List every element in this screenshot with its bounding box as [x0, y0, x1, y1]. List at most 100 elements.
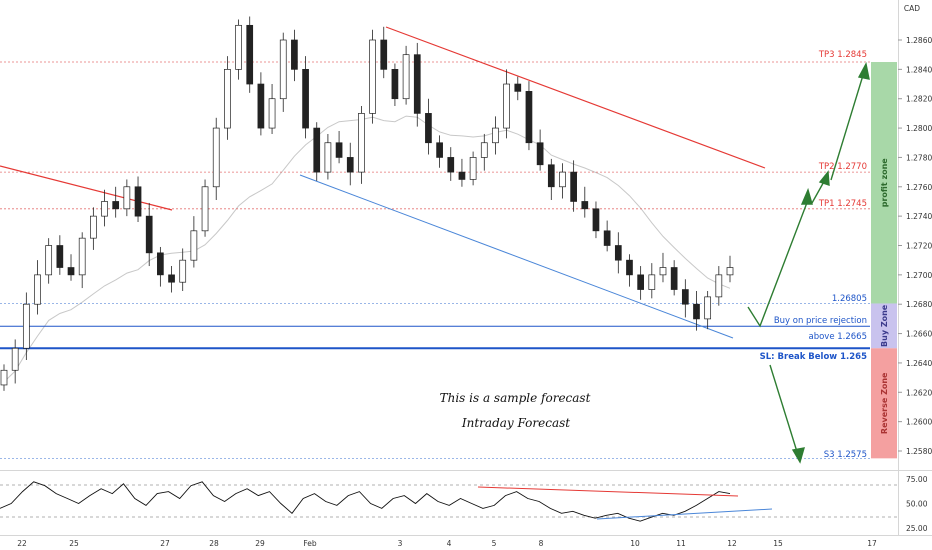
candle-body — [704, 296, 712, 320]
candle-body — [436, 142, 443, 158]
sl-label: SL: Break Below 1.265 — [760, 352, 867, 362]
price-tick-label: 1.2620 — [906, 388, 932, 397]
candle-body — [324, 142, 332, 173]
tp1-label: TP1 1.2745 — [818, 199, 867, 209]
candle-body — [659, 267, 667, 276]
candle-body — [469, 157, 477, 180]
candle-body — [134, 186, 142, 217]
rsi-support — [596, 508, 773, 520]
rsi-tick-label: 75.00 — [906, 475, 928, 484]
level-lines — [0, 61, 870, 459]
candle-body — [212, 127, 220, 188]
candle-body — [648, 274, 656, 290]
arrow-head-down — [791, 447, 805, 464]
arrow-tp3 — [830, 71, 865, 181]
caption-intraday: Intraday Forecast — [461, 416, 570, 430]
arrow-head-tp2 — [818, 170, 830, 186]
tp2-label: TP2 1.2770 — [818, 162, 867, 172]
candle-body — [190, 230, 198, 261]
candle-body — [157, 252, 164, 276]
candle-body — [179, 259, 187, 283]
candle-body — [90, 215, 97, 239]
candle-body — [681, 289, 689, 305]
candle-body — [480, 142, 488, 158]
candle-body — [279, 39, 287, 100]
zone-label: profit zone — [880, 158, 889, 208]
time-tick-label: 3 — [398, 539, 403, 548]
candle-body — [603, 230, 611, 246]
candle-body — [447, 157, 455, 173]
candle-body — [536, 142, 544, 166]
arrow-head-tp1 — [800, 187, 813, 205]
time-tick-label: 10 — [630, 539, 640, 548]
price-tick-label: 1.2800 — [906, 124, 932, 133]
zone-profit-zone — [871, 62, 897, 304]
price-tick-label: 1.2820 — [906, 95, 932, 104]
candle-body — [145, 215, 153, 254]
forecast-arrows — [747, 61, 870, 464]
candle-body — [559, 171, 566, 188]
time-tick-label: 25 — [69, 539, 79, 548]
candle-body — [413, 54, 421, 114]
candle-body — [346, 157, 354, 173]
candle-body — [67, 267, 75, 276]
candle-body — [592, 208, 600, 232]
s3-label: S3 1.2575 — [824, 450, 867, 460]
price-tick-label: 1.2700 — [906, 271, 932, 280]
candle-body — [11, 347, 19, 371]
candle-body — [78, 237, 86, 276]
time-tick-label: 29 — [255, 539, 265, 548]
time-tick-label: 8 — [539, 539, 544, 548]
arrow-head-tp3 — [857, 61, 870, 80]
candle-body — [503, 83, 510, 129]
candle-body — [0, 369, 8, 386]
resistance-trendline-left — [0, 165, 173, 211]
candle-body — [34, 274, 41, 305]
candle-body — [123, 186, 131, 210]
zone-label: Reverse Zone — [880, 372, 889, 434]
time-tick-label: 27 — [160, 539, 170, 548]
candle-body — [235, 24, 242, 70]
time-axis: 22 25 27 28 29 Feb 3 4 5 8 10 11 12 15 17 — [17, 539, 877, 548]
candle-body — [246, 24, 254, 85]
candle-body — [335, 142, 343, 158]
candle-body — [670, 267, 678, 290]
resistance-trendline-main — [385, 26, 766, 169]
caption-sample: This is a sample forecast — [440, 391, 591, 405]
candle-body — [369, 39, 376, 114]
price-tick-label: 1.2580 — [906, 447, 932, 456]
candle-body — [22, 303, 30, 349]
zone-label: Buy Zone — [880, 304, 889, 347]
price-tick-label: 1.2760 — [906, 183, 932, 192]
time-tick-label: 22 — [17, 539, 27, 548]
rsi-resistance — [477, 486, 739, 497]
candle-body — [101, 201, 108, 217]
candle-body — [547, 164, 555, 188]
candle-body — [570, 171, 577, 202]
candle-body — [626, 259, 633, 276]
candle-body — [614, 245, 622, 261]
price-tick-label: 1.2660 — [906, 330, 932, 339]
candle-body — [391, 69, 399, 100]
entry-label: above 1.2665 — [808, 332, 867, 342]
zone-buy-zone — [871, 303, 897, 349]
candle-body — [458, 171, 466, 180]
price-tick-label: 1.2720 — [906, 242, 932, 251]
rsi-line — [0, 481, 731, 522]
zones: profit zone Buy Zone Reverse Zone — [871, 62, 897, 459]
price-tick-label: 1.2740 — [906, 212, 932, 221]
candle-body — [302, 69, 309, 129]
candle-body — [257, 83, 265, 129]
moving-average-line — [3, 115, 731, 383]
candle-body — [224, 69, 231, 129]
time-tick-label: 4 — [447, 539, 452, 548]
price-tick-label: 1.2780 — [906, 153, 932, 162]
rsi-axis: 75.00 50.00 25.00 — [906, 475, 928, 533]
candle-body — [201, 186, 209, 232]
candle-body — [525, 91, 533, 144]
time-tick-label: 17 — [867, 539, 877, 548]
time-tick-label: 5 — [492, 539, 497, 548]
candle-body — [268, 98, 276, 129]
candle-body — [313, 127, 321, 173]
candle-body — [45, 245, 53, 276]
